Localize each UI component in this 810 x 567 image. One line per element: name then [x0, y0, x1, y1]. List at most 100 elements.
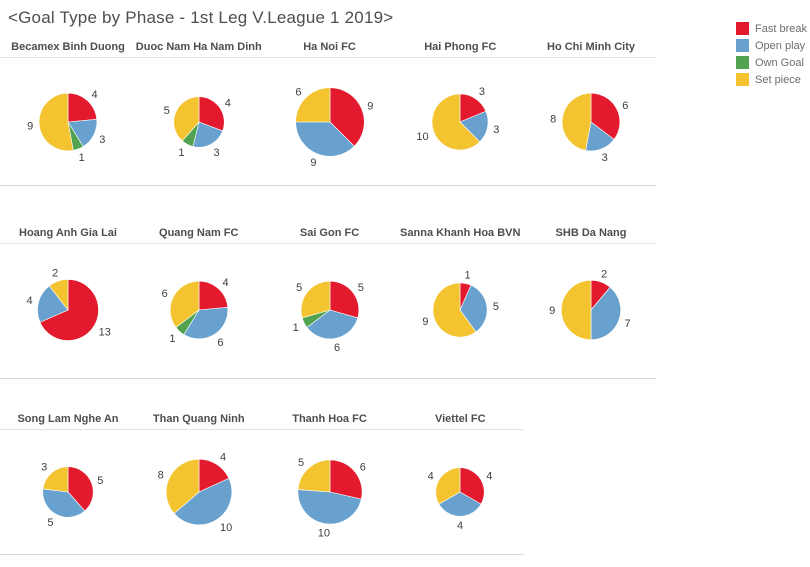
- slice-value-label: 1: [169, 333, 175, 345]
- slice-value-label: 5: [493, 301, 499, 313]
- pie-slice-open-play[interactable]: [590, 286, 621, 341]
- slice-value-label: 3: [602, 152, 608, 164]
- pie-becamex-binh-duong: 4 3 1 9: [27, 89, 105, 164]
- slice-value-label: 3: [213, 147, 219, 159]
- slice-value-label: 2: [601, 268, 607, 280]
- pie-slice-open-play[interactable]: [37, 285, 69, 323]
- slice-value-label: 9: [549, 305, 555, 317]
- slice-value-label: 4: [457, 520, 463, 532]
- pie-slice-fast-break[interactable]: [329, 459, 362, 500]
- slice-value-label: 6: [217, 337, 223, 349]
- row-divider: [0, 185, 656, 186]
- pie-slice-set-piece[interactable]: [165, 458, 200, 514]
- slice-value-label: 1: [178, 147, 184, 159]
- team-header-ha-noi-fc: Ha Noi FC: [303, 41, 356, 53]
- header-underline: [0, 243, 656, 244]
- row-divider: [0, 378, 656, 379]
- pie-slice-fast-break[interactable]: [198, 96, 225, 132]
- slice-value-label: 9: [423, 316, 429, 328]
- pie-slice-open-play[interactable]: [183, 307, 228, 340]
- slice-value-label: 10: [417, 131, 429, 143]
- row-divider: [0, 554, 524, 555]
- legend: Fast break Open play Own Goal Set piece: [736, 20, 807, 88]
- team-header-quang-nam-fc: Quang Nam FC: [159, 227, 239, 239]
- pie-slice-set-piece[interactable]: [38, 92, 74, 152]
- pie-slice-set-piece[interactable]: [432, 282, 477, 338]
- pie-slice-fast-break[interactable]: [329, 280, 359, 319]
- chart-title: <Goal Type by Phase - 1st Leg V.League 1…: [8, 8, 394, 27]
- slice-value-label: 6: [622, 100, 628, 112]
- pie-slice-open-play[interactable]: [306, 309, 358, 340]
- slice-value-label: 3: [99, 134, 105, 146]
- slice-value-label: 6: [333, 342, 339, 354]
- pie-hai-phong-fc: 3 3 10: [417, 86, 500, 151]
- pie-slice-set-piece[interactable]: [561, 92, 592, 151]
- pie-slice-set-piece[interactable]: [169, 280, 200, 328]
- slice-value-label: 3: [494, 124, 500, 136]
- pie-duoc-nam-ha-nam-dinh: 4 3 1 5: [163, 96, 231, 159]
- pie-slice-set-piece[interactable]: [435, 467, 461, 505]
- slice-value-label: 4: [486, 470, 492, 482]
- legend-swatch: [736, 22, 749, 35]
- slice-value-label: 10: [317, 527, 329, 539]
- slice-value-label: 9: [27, 120, 33, 132]
- slice-value-label: 4: [428, 470, 434, 482]
- slice-value-label: 5: [296, 282, 302, 294]
- team-header-thanh-hoa-fc: Thanh Hoa FC: [292, 413, 367, 425]
- pie-slice-open-play[interactable]: [297, 489, 362, 525]
- pie-slice-open-play[interactable]: [459, 284, 488, 333]
- slice-value-label: 5: [97, 475, 103, 487]
- legend-label: Fast break: [755, 22, 807, 35]
- slice-value-label: 9: [367, 100, 373, 112]
- pie-slice-fast-break[interactable]: [39, 279, 99, 341]
- pie-sai-gon-fc: 5 6 1 5: [292, 280, 363, 354]
- slice-value-label: 13: [99, 326, 111, 338]
- slice-value-label: 6: [161, 288, 167, 300]
- slice-value-label: 1: [465, 270, 471, 282]
- pie-slice-set-piece[interactable]: [294, 87, 330, 123]
- pie-slice-set-piece[interactable]: [561, 279, 592, 341]
- pie-shb-da-nang: 2 7 9: [549, 268, 631, 341]
- pie-slice-fast-break[interactable]: [67, 92, 98, 123]
- legend-swatch: [736, 56, 749, 69]
- pie-sanna-khanh-hoa-bvn: 1 5 9: [423, 270, 499, 338]
- slice-value-label: 5: [297, 457, 303, 469]
- legend-item-own-goal[interactable]: Own Goal: [736, 54, 807, 71]
- pie-slice-set-piece[interactable]: [48, 279, 69, 311]
- pie-slice-fast-break[interactable]: [590, 92, 621, 140]
- pie-slice-open-play[interactable]: [438, 491, 482, 517]
- pie-slice-set-piece[interactable]: [431, 93, 481, 151]
- pie-slice-set-piece[interactable]: [173, 96, 200, 142]
- team-header-than-quang-ninh: Than Quang Ninh: [152, 413, 245, 425]
- pie-slice-fast-break[interactable]: [67, 466, 94, 512]
- pie-slice-set-piece[interactable]: [297, 459, 330, 493]
- pie-slice-set-piece[interactable]: [42, 466, 69, 493]
- pie-slice-open-play[interactable]: [173, 477, 232, 526]
- team-header-shb-da-nang: SHB Da Nang: [555, 227, 627, 239]
- pie-slice-fast-break[interactable]: [459, 467, 485, 505]
- slice-value-label: 1: [292, 322, 298, 334]
- pie-slice-fast-break[interactable]: [198, 280, 228, 311]
- pie-slice-set-piece[interactable]: [300, 280, 330, 319]
- slice-value-label: 10: [220, 522, 232, 534]
- pie-slice-open-play[interactable]: [42, 488, 86, 518]
- slice-value-label: 8: [550, 113, 556, 125]
- team-header-viettel-fc: Viettel FC: [434, 413, 486, 425]
- legend-item-open-play[interactable]: Open play: [736, 37, 807, 54]
- pie-hoang-anh-gia-lai: 13 4 2: [26, 267, 111, 341]
- pie-slice-open-play[interactable]: [192, 121, 223, 148]
- pie-slice-fast-break[interactable]: [329, 87, 365, 147]
- slice-value-label: 5: [47, 517, 53, 529]
- pie-slice-open-play[interactable]: [294, 121, 355, 157]
- pie-viettel-fc: 4 4 4: [428, 467, 493, 532]
- legend-item-set-piece[interactable]: Set piece: [736, 71, 807, 88]
- pie-thanh-hoa-fc: 6 10 5: [297, 457, 365, 539]
- legend-label: Set piece: [755, 73, 801, 86]
- header-underline: [0, 429, 524, 430]
- pie-quang-nam-fc: 4 6 1 6: [161, 277, 228, 349]
- pie-ho-chi-minh-city: 6 3 8: [550, 92, 628, 164]
- slice-value-label: 7: [625, 318, 631, 330]
- slice-value-label: 1: [79, 152, 85, 164]
- legend-item-fast-break[interactable]: Fast break: [736, 20, 807, 37]
